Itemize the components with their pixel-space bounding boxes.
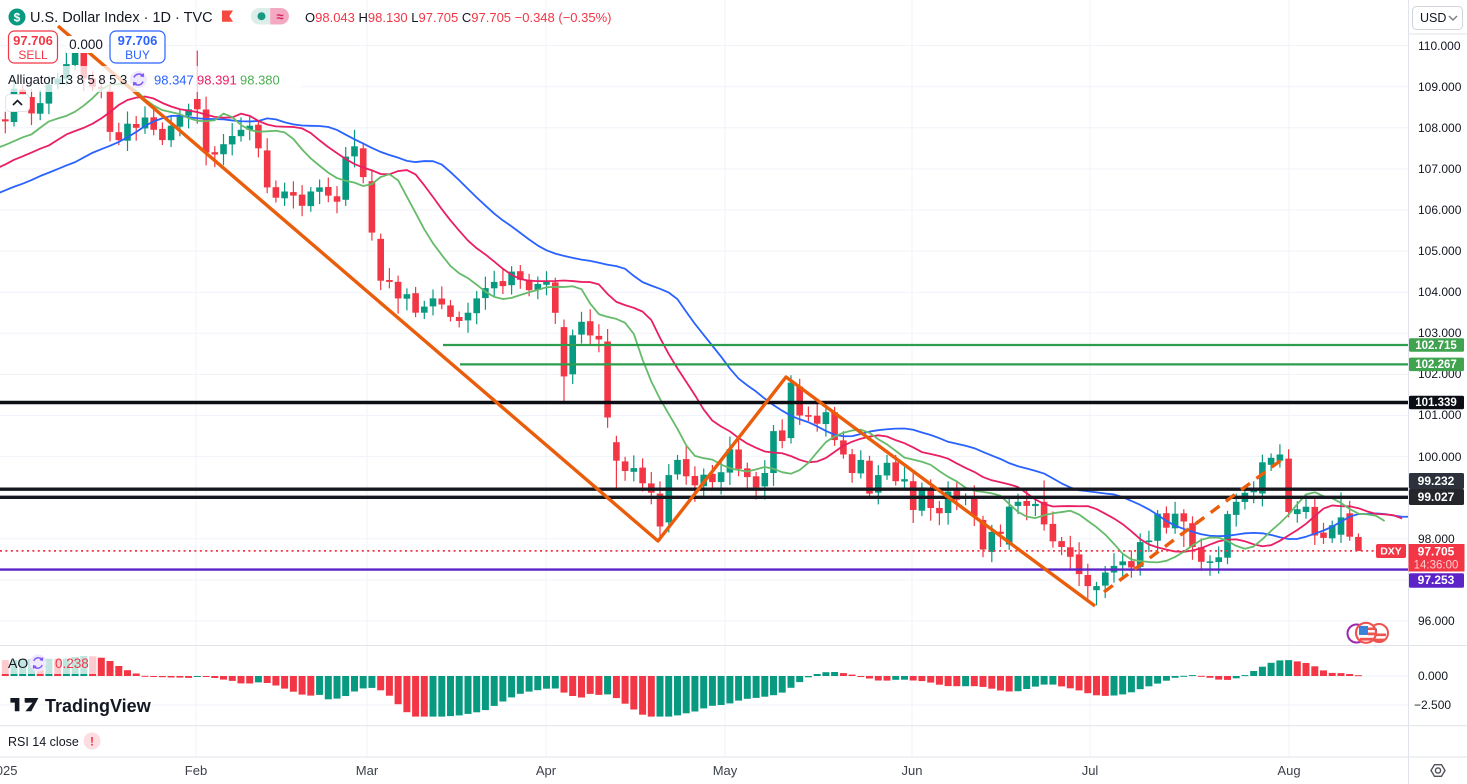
svg-text:14:36:00: 14:36:00 xyxy=(1414,560,1459,572)
svg-text:USD: USD xyxy=(1420,11,1446,25)
svg-text:99.232: 99.232 xyxy=(1418,474,1455,488)
svg-text:AO: AO xyxy=(8,655,28,671)
svg-text:!: ! xyxy=(90,735,94,749)
svg-text:Jul: Jul xyxy=(1082,763,1099,778)
svg-text:108.000: 108.000 xyxy=(1418,121,1462,135)
svg-text:Aug: Aug xyxy=(1277,763,1300,778)
svg-text:BUY: BUY xyxy=(125,48,150,62)
svg-text:97.253: 97.253 xyxy=(1418,573,1455,587)
svg-text:98.380: 98.380 xyxy=(240,73,280,88)
svg-text:102.715: 102.715 xyxy=(1415,340,1457,352)
svg-text:−2.500: −2.500 xyxy=(1414,698,1451,712)
svg-text:Apr: Apr xyxy=(536,763,557,778)
svg-text:Alligator 13 8 5 8 5 3: Alligator 13 8 5 8 5 3 xyxy=(8,72,127,87)
svg-text:100.000: 100.000 xyxy=(1418,450,1462,464)
svg-text:Mar: Mar xyxy=(356,763,379,778)
svg-text:Jun: Jun xyxy=(902,763,923,778)
svg-text:96.000: 96.000 xyxy=(1418,614,1455,628)
svg-text:106.000: 106.000 xyxy=(1418,203,1462,217)
svg-text:O98.043 H98.130 L97.705 C97.70: O98.043 H98.130 L97.705 C97.705 −0.348 (… xyxy=(305,10,612,25)
svg-text:101.000: 101.000 xyxy=(1418,408,1462,422)
svg-text:0.000: 0.000 xyxy=(69,37,103,52)
svg-text:97.706: 97.706 xyxy=(118,33,158,48)
svg-text:U.S. Dollar Index · 1D · TVC: U.S. Dollar Index · 1D · TVC xyxy=(30,10,213,26)
svg-text:101.339: 101.339 xyxy=(1415,397,1457,409)
svg-text:98.391: 98.391 xyxy=(197,73,237,88)
svg-text:99.027: 99.027 xyxy=(1418,490,1455,504)
svg-text:≈: ≈ xyxy=(276,9,283,24)
svg-text:98.000: 98.000 xyxy=(1418,532,1455,546)
svg-text:2025: 2025 xyxy=(0,763,17,778)
svg-text:103.000: 103.000 xyxy=(1418,326,1462,340)
svg-text:Feb: Feb xyxy=(185,763,207,778)
svg-text:104.000: 104.000 xyxy=(1418,285,1462,299)
svg-text:0.000: 0.000 xyxy=(1418,669,1448,683)
svg-text:109.000: 109.000 xyxy=(1418,80,1462,94)
svg-text:SELL: SELL xyxy=(18,48,48,62)
svg-text:97.706: 97.706 xyxy=(13,33,53,48)
svg-text:110.000: 110.000 xyxy=(1418,39,1461,53)
svg-text:105.000: 105.000 xyxy=(1418,244,1462,258)
svg-text:0.238: 0.238 xyxy=(55,656,89,671)
svg-text:102.267: 102.267 xyxy=(1415,359,1457,371)
svg-text:$: $ xyxy=(14,11,21,25)
svg-text:98.347: 98.347 xyxy=(154,73,194,88)
svg-text:DXY: DXY xyxy=(1380,546,1402,558)
svg-text:97.705: 97.705 xyxy=(1418,545,1455,559)
svg-text:TradingView: TradingView xyxy=(45,696,152,716)
svg-text:RSI 14 close: RSI 14 close xyxy=(8,735,79,749)
svg-text:May: May xyxy=(713,763,738,778)
svg-text:107.000: 107.000 xyxy=(1418,162,1462,176)
